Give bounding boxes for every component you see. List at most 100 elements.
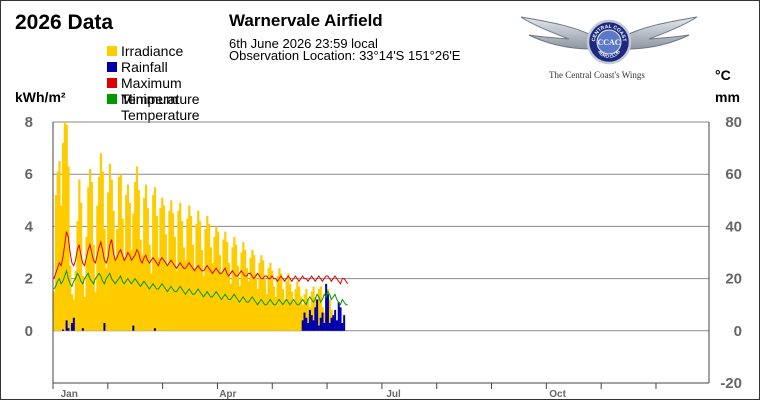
station-title: Warnervale Airfield: [229, 11, 383, 30]
left-axis-ticks: 0 2 4 6 8: [25, 114, 34, 340]
irradiance-bar: [62, 142, 65, 331]
irradiance-bar: [240, 252, 243, 331]
rainfall-bar: [343, 315, 346, 331]
irradiance-bar: [265, 294, 268, 331]
irradiance-bar: [103, 229, 106, 331]
irradiance-bar: [301, 304, 304, 331]
left-axis-tick-label: 6: [25, 166, 33, 183]
irradiance-bar: [217, 231, 220, 331]
irradiance-bar: [148, 244, 151, 331]
irradiance-bar: [76, 221, 79, 331]
rainfall-bar: [307, 322, 310, 331]
x-axis-tick-label: Jul: [386, 389, 401, 400]
right-axis-unit-rainfall: mm: [715, 89, 740, 105]
irradiance-bar: [298, 286, 301, 331]
rainfall-bar: [317, 325, 320, 331]
irradiance-bar: [144, 184, 148, 331]
left-axis-tick-label: 2: [25, 271, 33, 288]
rainfall-bar: [321, 312, 324, 331]
irradiance-bar: [222, 239, 225, 331]
right-axis-tick-label: 20: [725, 271, 742, 288]
rainfall-bar: [325, 283, 328, 331]
irradiance-bar: [112, 210, 115, 331]
irradiance-bar: [110, 179, 113, 331]
rainfall-bars: [62, 283, 346, 331]
irradiance-bar: [123, 257, 126, 331]
irradiance-bar: [89, 168, 92, 331]
temperature-lines: [53, 231, 349, 306]
irradiance-bar: [63, 122, 67, 331]
irradiance-bar: [258, 262, 261, 331]
right-axis-ticks: -20 0 20 40 60 80: [720, 114, 742, 392]
rainfall-bar: [330, 317, 333, 331]
irradiance-bar: [226, 242, 229, 331]
irradiance-bar: [98, 176, 101, 331]
irradiance-bar: [184, 260, 187, 331]
x-axis-tick-label: Apr: [219, 389, 236, 400]
irradiance-bar: [323, 312, 326, 331]
irradiance-bar: [224, 231, 227, 331]
irradiance-bar: [299, 296, 303, 331]
irradiance-bar: [155, 215, 158, 331]
irradiance-bar: [328, 299, 331, 331]
irradiance-bar: [56, 171, 59, 331]
rainfall-bar: [339, 307, 342, 331]
irradiance-bar: [209, 247, 212, 331]
irradiance-bar: [271, 270, 274, 331]
irradiance-bar: [244, 249, 247, 331]
irradiance-bar: [251, 249, 254, 331]
irradiance-bar: [312, 286, 315, 331]
irradiance-bar: [292, 302, 295, 331]
legend-label-max-temp: Maximum Temperature: [121, 75, 200, 107]
irradiance-bar: [168, 210, 171, 331]
right-axis-tick-label: 80: [725, 114, 742, 131]
left-wing-icon: [520, 16, 592, 50]
irradiance-bar: [126, 184, 130, 331]
right-wing-icon: [626, 16, 698, 50]
irradiance-bar: [296, 281, 299, 331]
rainfall-bar: [341, 322, 344, 331]
irradiance-bar: [206, 215, 209, 331]
irradiance-bar: [233, 236, 236, 331]
rainfall-bar: [323, 322, 326, 331]
irradiance-bar: [179, 202, 182, 331]
irradiance-bar: [218, 255, 222, 331]
irradiance-bar: [202, 275, 205, 331]
irradiance-bar: [152, 195, 155, 331]
right-axis-unit-temperature: °C: [715, 67, 731, 83]
irradiance-bar: [116, 229, 119, 331]
rainfall-bar: [326, 294, 329, 331]
irradiance-bar: [105, 268, 108, 331]
rainfall-bar: [335, 320, 338, 331]
irradiance-bar: [305, 289, 308, 331]
irradiance-bar: [114, 260, 117, 331]
irradiance-bar: [135, 166, 139, 331]
irradiance-bar: [260, 255, 263, 331]
irradiance-bar: [269, 262, 272, 331]
irradiance-bar: [197, 210, 200, 331]
irradiance-bar: [119, 174, 122, 331]
irradiance-bar: [134, 182, 137, 331]
irradiance-bar: [130, 249, 133, 331]
rainfall-bar: [71, 322, 74, 331]
irradiance-bar: [108, 163, 112, 331]
irradiance-bar: [81, 275, 85, 331]
irradiance-bar: [80, 202, 83, 331]
observation-location: Observation Location: 33°14'S 151°26'E: [229, 48, 461, 63]
rainfall-bar: [305, 317, 308, 331]
irradiance-bar: [274, 296, 277, 331]
irradiance-bar: [90, 182, 94, 331]
max-temperature-line: [53, 231, 349, 285]
irradiance-bar: [121, 218, 124, 331]
rainfall-bar: [153, 328, 156, 331]
irradiance-bar: [180, 221, 184, 331]
irradiance-bar: [128, 202, 131, 331]
axes: [52, 122, 710, 384]
right-axis-tick-label: 40: [725, 218, 742, 235]
irradiance-bar: [236, 265, 240, 331]
rainfall-bar: [308, 309, 311, 331]
irradiance-bar: [157, 257, 160, 331]
rainfall-bar: [72, 317, 75, 331]
rainfall-bar: [328, 322, 331, 331]
legend-swatch-irradiance: [107, 46, 117, 56]
